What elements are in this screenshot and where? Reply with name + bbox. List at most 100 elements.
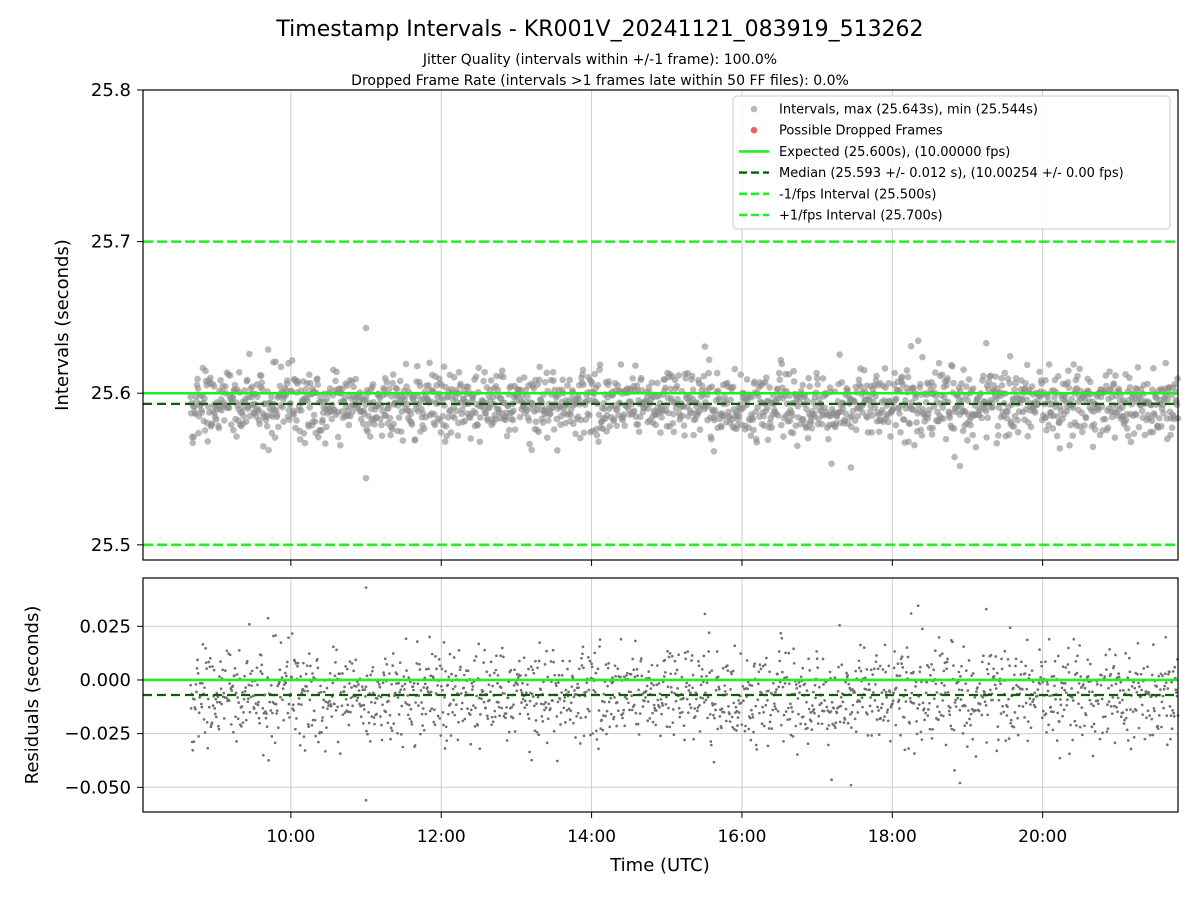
residual-point <box>678 711 682 715</box>
residual-point <box>1114 682 1118 686</box>
residual-point <box>927 665 931 669</box>
residual-point <box>1041 709 1045 713</box>
interval-point <box>904 373 912 381</box>
residual-point <box>1017 685 1021 689</box>
residual-point <box>825 727 829 731</box>
residual-point <box>445 739 449 743</box>
residual-point <box>360 685 364 688</box>
residual-point <box>843 718 847 721</box>
residual-point <box>464 690 468 694</box>
residual-point <box>1126 739 1130 742</box>
residual-point <box>723 684 727 687</box>
residual-point <box>1087 690 1091 694</box>
residual-point <box>624 674 628 677</box>
residual-point <box>379 715 382 718</box>
residual-point <box>941 714 945 718</box>
residual-point <box>697 664 701 668</box>
interval-point <box>284 377 291 384</box>
residual-point <box>411 685 415 689</box>
residual-point <box>572 721 575 725</box>
residual-point <box>577 667 581 671</box>
interval-point <box>851 398 858 406</box>
residual-point <box>851 703 855 707</box>
residual-point <box>281 687 285 690</box>
residual-point <box>943 684 946 687</box>
residual-point <box>830 778 833 782</box>
residual-point <box>430 707 434 710</box>
residual-point <box>838 720 842 724</box>
residual-point <box>247 697 250 701</box>
residual-point <box>639 659 643 663</box>
residual-point <box>853 717 857 721</box>
residual-point <box>537 659 541 663</box>
interval-point <box>753 439 761 446</box>
residual-point <box>717 687 721 691</box>
residual-point <box>603 700 606 704</box>
residual-point <box>905 646 909 649</box>
residual-point <box>409 707 413 711</box>
residual-point <box>925 680 929 684</box>
residual-point <box>784 651 787 655</box>
residual-point <box>310 724 314 727</box>
interval-point <box>929 424 936 432</box>
interval-point <box>390 420 398 428</box>
interval-point <box>225 404 233 412</box>
residual-point <box>534 719 538 722</box>
residual-point <box>217 724 220 728</box>
residual-point <box>1078 644 1081 647</box>
residual-point <box>477 696 481 700</box>
intervals-panel: 25.525.625.725.8 Intervals (seconds) <box>52 80 1182 566</box>
residual-point <box>913 752 916 755</box>
interval-point <box>1171 380 1179 388</box>
residual-point <box>381 703 384 707</box>
residual-point <box>1086 658 1089 662</box>
residual-point <box>1024 664 1027 668</box>
residual-point <box>269 683 273 687</box>
residual-point <box>1052 710 1055 714</box>
interval-point <box>688 372 696 380</box>
residual-point <box>621 712 625 715</box>
residual-point <box>686 650 690 653</box>
interval-point <box>1104 424 1112 431</box>
residuals-y-axis-label: Residuals (seconds) <box>22 606 43 785</box>
interval-point <box>217 376 224 384</box>
residual-point <box>1168 705 1172 708</box>
residual-point <box>953 701 957 704</box>
residual-point <box>813 711 816 715</box>
residual-point <box>524 673 528 677</box>
residual-point <box>497 705 501 709</box>
residual-point <box>366 732 369 736</box>
residual-point <box>746 687 750 691</box>
interval-point <box>760 412 767 420</box>
residual-point <box>874 683 877 686</box>
residual-point <box>307 725 311 729</box>
residual-point <box>545 741 549 745</box>
residual-point <box>1079 686 1083 689</box>
interval-point <box>1056 445 1064 452</box>
residual-point <box>1122 722 1126 725</box>
residual-point <box>240 705 244 708</box>
residual-point <box>854 730 858 734</box>
residual-point <box>423 676 427 680</box>
residual-point <box>834 721 838 725</box>
residual-point <box>1000 657 1003 661</box>
residual-point <box>460 707 463 711</box>
residual-point <box>652 703 656 707</box>
residual-point <box>768 670 771 674</box>
residual-point <box>979 694 983 697</box>
residual-point <box>902 716 906 719</box>
residual-point <box>856 711 860 714</box>
interval-point <box>1036 368 1043 376</box>
residual-point <box>572 695 576 699</box>
residual-point <box>658 692 662 696</box>
interval-point <box>402 360 410 368</box>
residual-point <box>282 718 285 722</box>
residual-point <box>314 734 318 738</box>
residual-point <box>333 702 336 706</box>
interval-point <box>1087 378 1094 386</box>
residual-point <box>1093 730 1097 733</box>
residual-point <box>270 734 274 738</box>
residual-point <box>461 719 465 723</box>
interval-point <box>778 360 786 368</box>
residual-point <box>868 704 872 708</box>
